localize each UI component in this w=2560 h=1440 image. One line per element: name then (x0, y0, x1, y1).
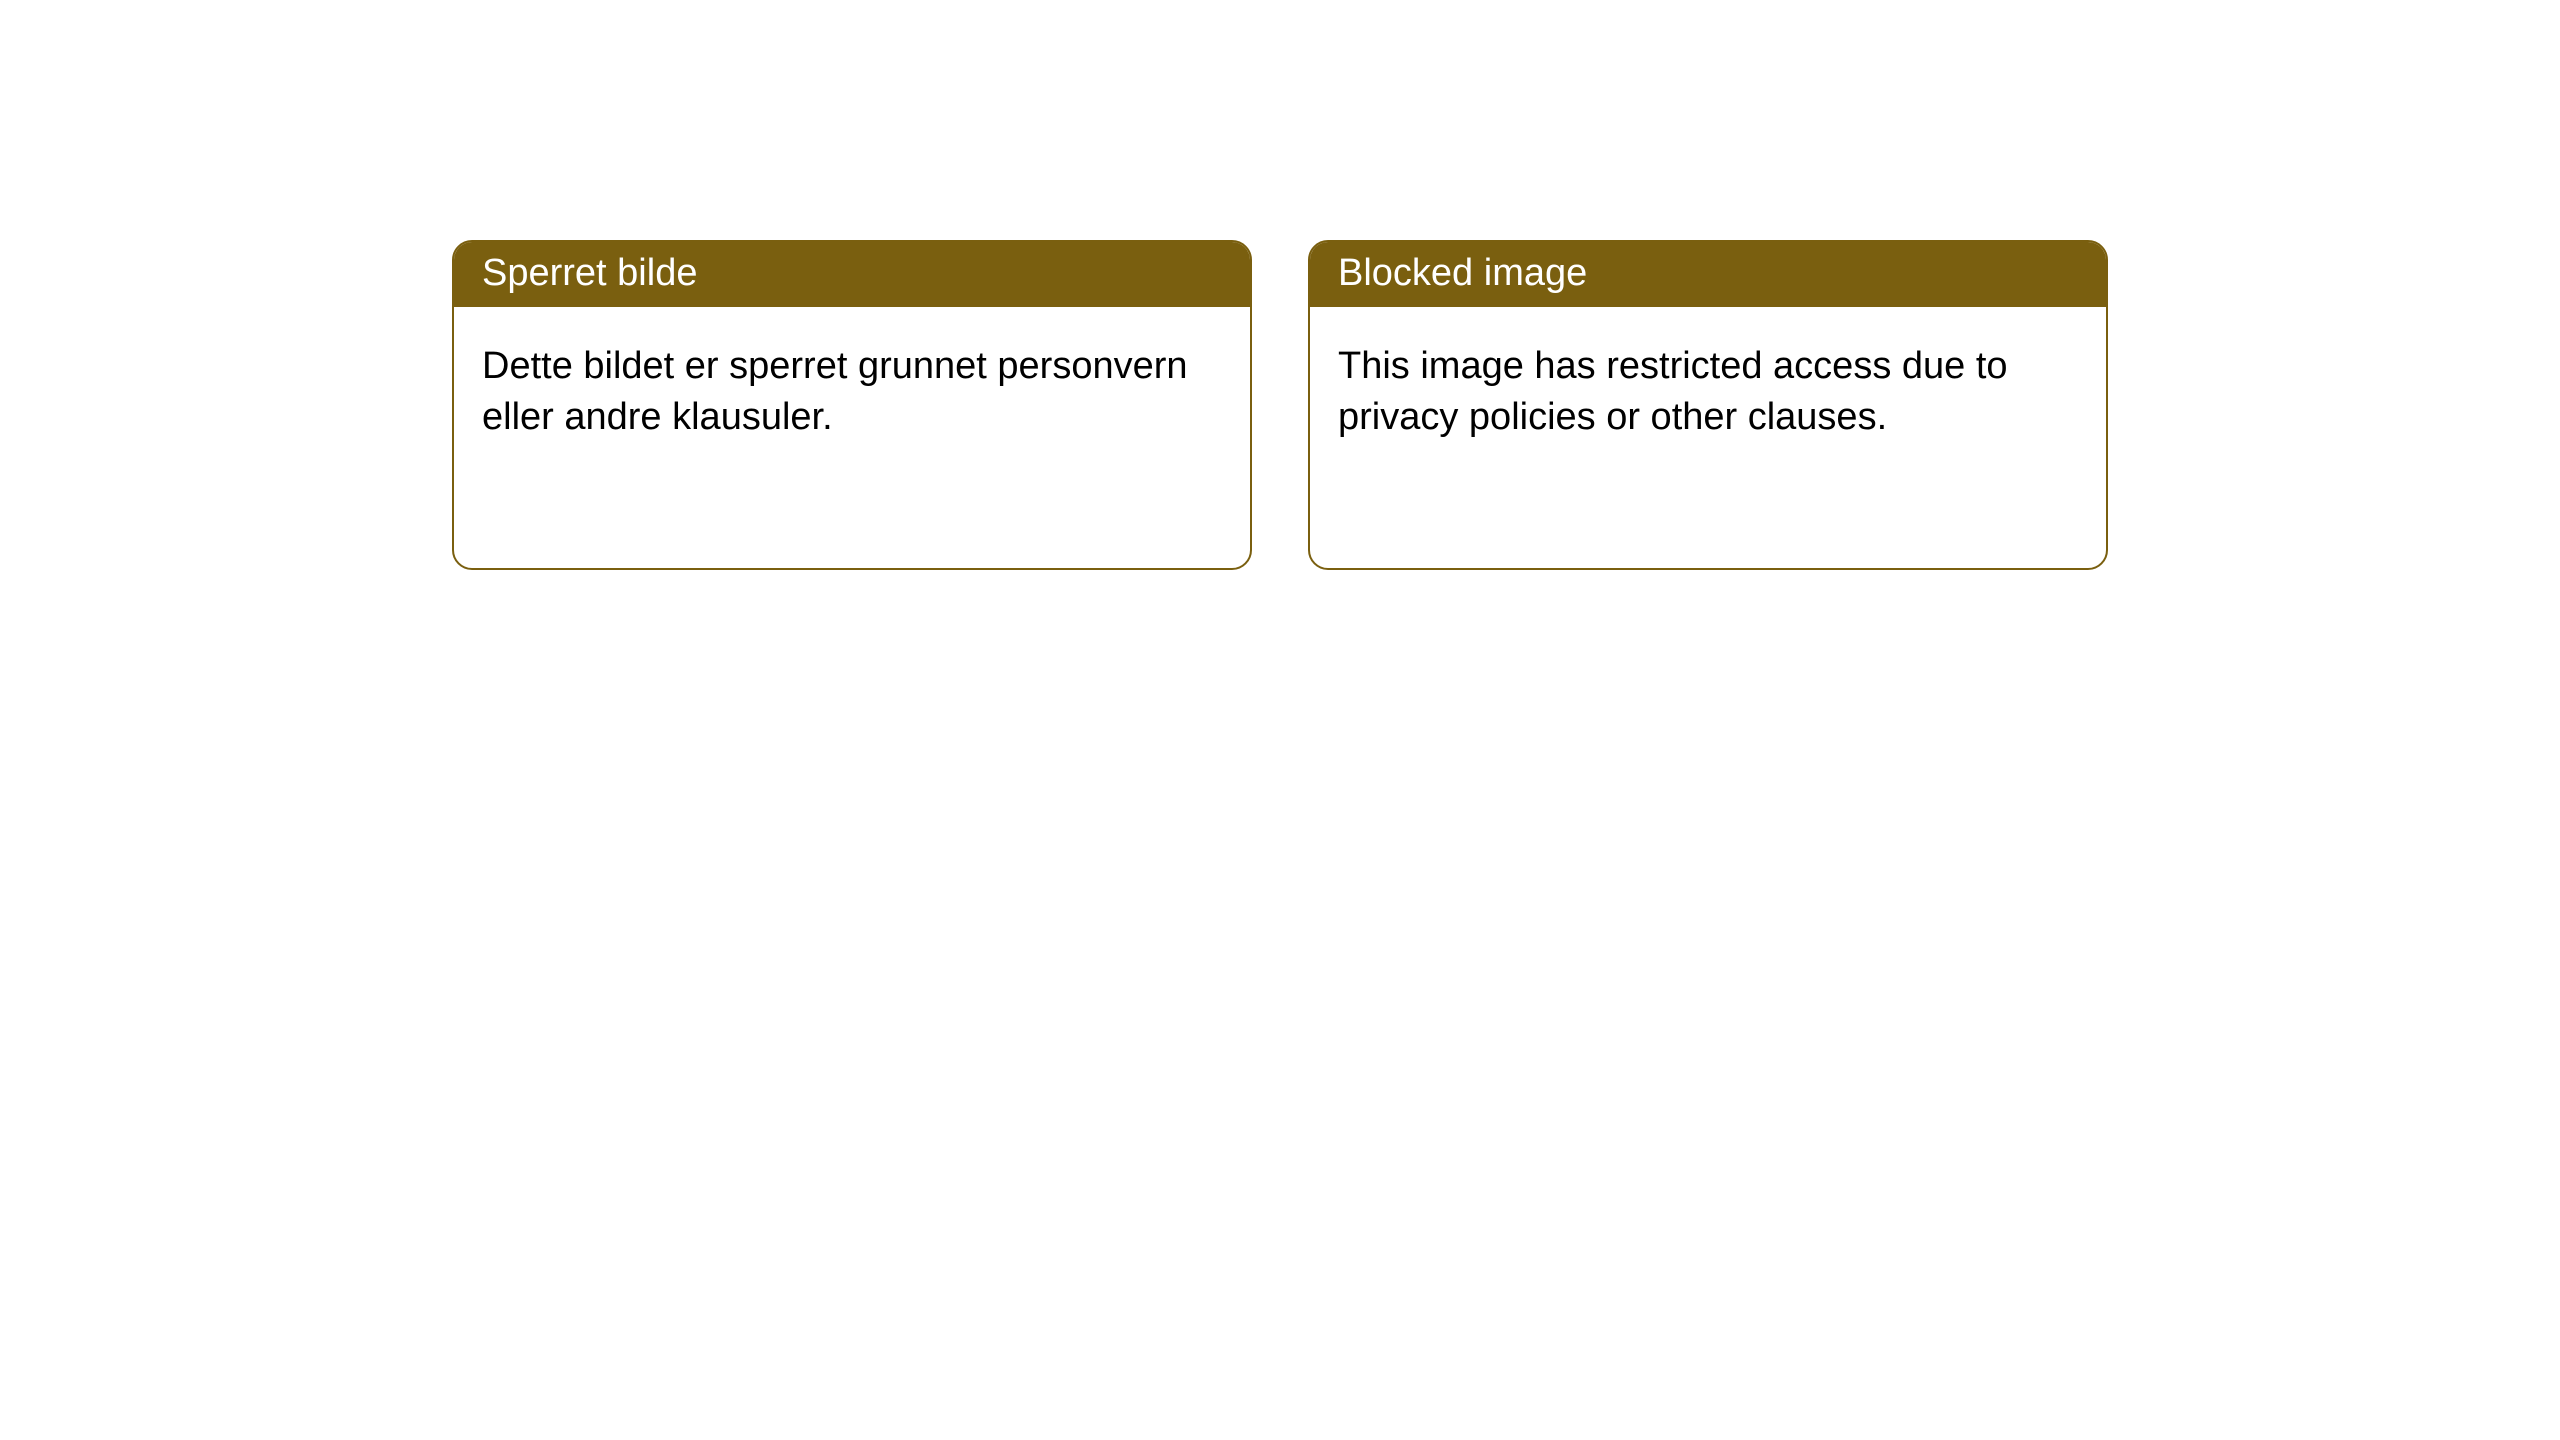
notice-body: This image has restricted access due to … (1310, 307, 2106, 478)
notice-card-english: Blocked image This image has restricted … (1308, 240, 2108, 570)
notice-container: Sperret bilde Dette bildet er sperret gr… (452, 240, 2108, 570)
notice-header: Sperret bilde (454, 242, 1250, 307)
notice-card-norwegian: Sperret bilde Dette bildet er sperret gr… (452, 240, 1252, 570)
notice-header: Blocked image (1310, 242, 2106, 307)
notice-body: Dette bildet er sperret grunnet personve… (454, 307, 1250, 478)
